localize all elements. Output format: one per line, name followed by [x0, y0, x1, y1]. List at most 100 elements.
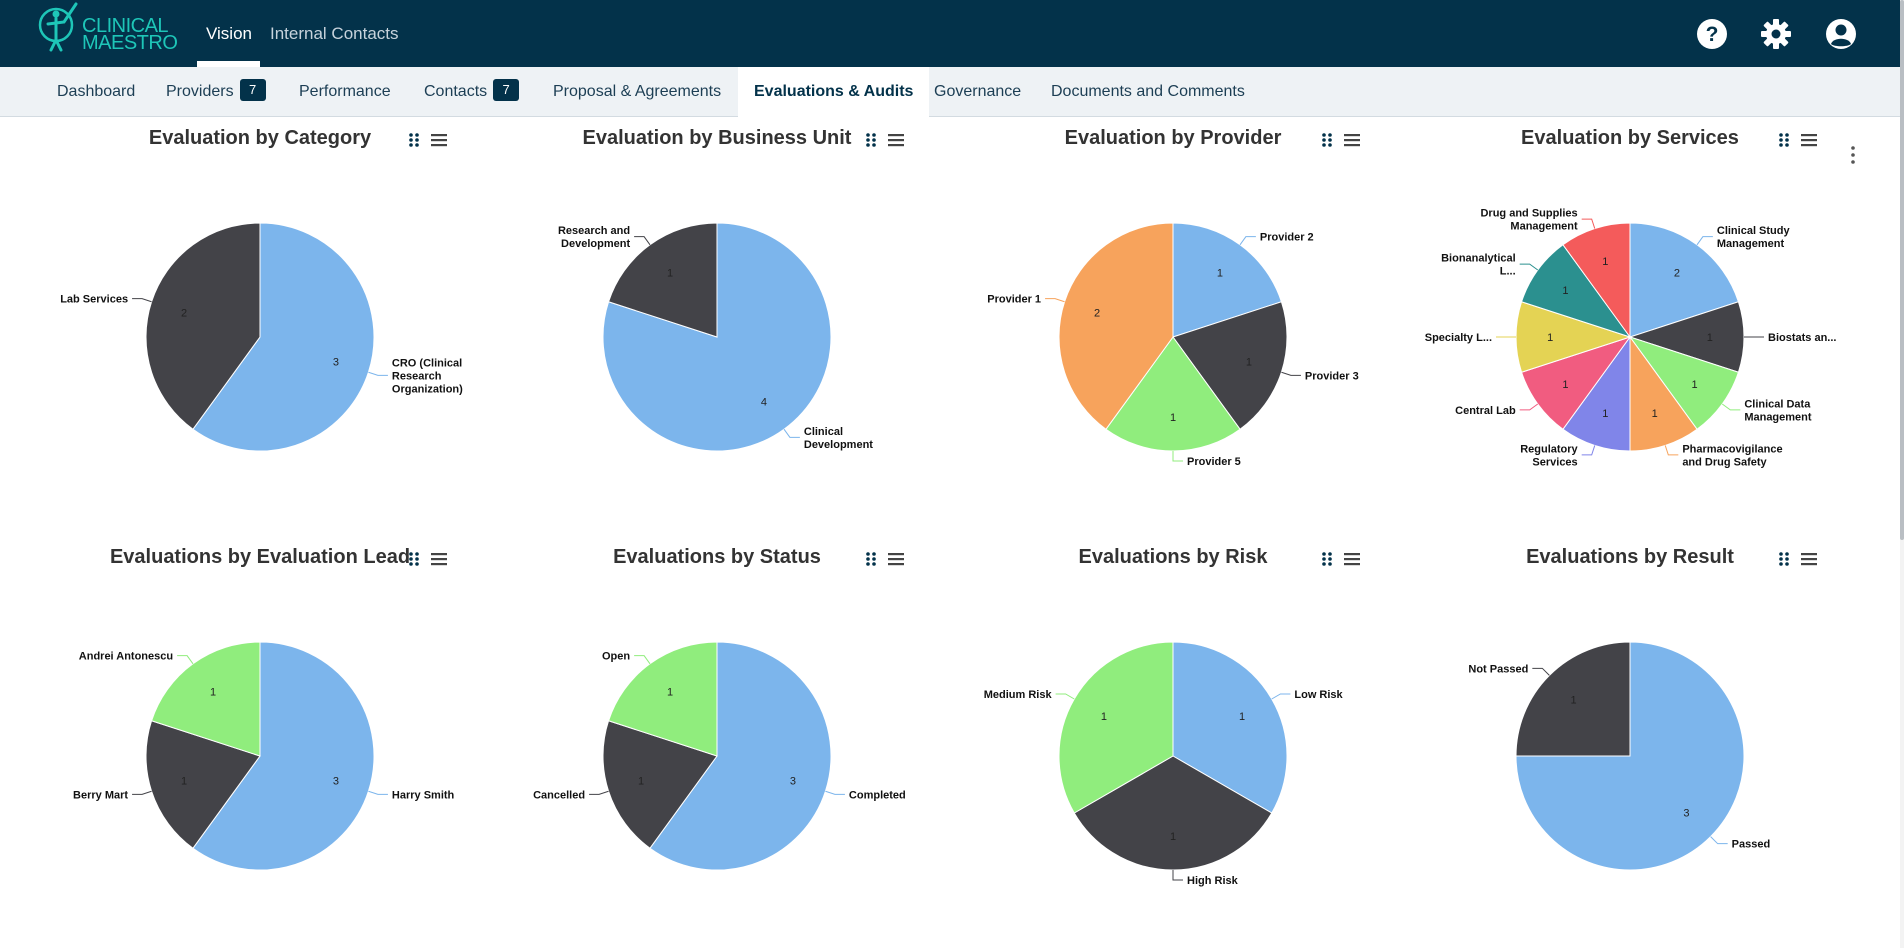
tab-label: Contacts — [424, 83, 488, 100]
slice-name-label: Harry Smith — [392, 789, 455, 801]
slice-connector-line — [1721, 403, 1741, 411]
slice-connector-line — [1172, 451, 1183, 462]
slice-connector-line — [634, 655, 651, 665]
chart-panel-business-unit: Evaluation by Business Unit 4 Clinical Deve… — [497, 117, 957, 537]
slice-value-label: 1 — [1239, 711, 1245, 723]
tab-contacts[interactable]: Contacts 7 — [424, 67, 520, 117]
top-nav-vision[interactable]: Vision — [206, 24, 252, 43]
pie-slice-bionanalytical-l[interactable] — [1520, 244, 1632, 338]
pie-slice-harry-smith[interactable] — [192, 641, 375, 871]
slice-value-label: 1 — [1246, 357, 1252, 369]
providers-count-badge: 7 — [239, 78, 266, 101]
tab-performance[interactable]: Performance — [299, 67, 391, 117]
pie-slice-lab-services[interactable] — [145, 222, 261, 430]
pie-slice-not-passed[interactable] — [1515, 641, 1631, 757]
pie-slice-provider-2[interactable] — [1172, 222, 1283, 338]
chart-menu-icon[interactable] — [1800, 132, 1818, 148]
pie-slice-drug-and-supplies-management[interactable] — [1562, 222, 1631, 339]
chart-menu-icon[interactable] — [430, 132, 448, 148]
chart-panel-status: Evaluations by Status 3 Completed 1 Cancelle… — [497, 536, 957, 948]
pie-slice-high-risk[interactable] — [1073, 755, 1273, 871]
clinical-maestro-logo[interactable]: CLINICAL MAESTRO — [36, 0, 178, 60]
slice-connector-line — [1696, 236, 1713, 246]
pie-slice-berry-mart[interactable] — [145, 720, 261, 849]
pie-slice-cro-clinical-research-organization[interactable] — [192, 222, 375, 452]
slice-name-label: Passed — [1732, 839, 1771, 851]
drag-handle-icon[interactable] — [1321, 551, 1333, 567]
pie-slice-pharmacovigilance-and-drug-safety[interactable] — [1629, 335, 1698, 452]
chart-menu-icon[interactable] — [887, 132, 905, 148]
pie-slice-cancelled[interactable] — [602, 720, 718, 849]
drag-handle-icon[interactable] — [865, 132, 877, 148]
slice-value-label: 3 — [333, 357, 339, 369]
pie-slice-central-lab[interactable] — [1520, 336, 1632, 430]
top-nav-internal-contacts[interactable]: Internal Contacts — [270, 24, 399, 43]
pie-slice-biostats-an[interactable] — [1628, 301, 1745, 373]
logo-line-2: MAESTRO — [82, 32, 178, 54]
slice-value-label: 2 — [1094, 307, 1100, 319]
slice-connector-line — [1581, 445, 1596, 456]
chart-toolbar — [408, 551, 448, 567]
pie-slice-provider-1[interactable] — [1058, 222, 1174, 430]
slice-value-label: 1 — [1562, 285, 1568, 297]
gear-icon[interactable] — [1760, 18, 1792, 50]
drag-handle-icon[interactable] — [1778, 551, 1790, 567]
pie-slice-provider-5[interactable] — [1105, 336, 1241, 452]
slice-name-label: Not Passed — [1468, 663, 1528, 675]
pie-slice-open[interactable] — [607, 641, 718, 757]
pie-slice-regulatory-services[interactable] — [1562, 335, 1631, 452]
chart-menu-icon[interactable] — [1343, 132, 1361, 148]
tab-label: Proposal & Agreements — [553, 83, 722, 100]
pie-slice-clinical-data-management[interactable] — [1628, 336, 1740, 430]
pie-slice-provider-3[interactable] — [1172, 301, 1288, 430]
slice-value-label: 1 — [667, 267, 673, 279]
pie-slice-specialty-l[interactable] — [1515, 301, 1632, 373]
slice-name-label: Biostats an... — [1768, 332, 1836, 344]
chart-menu-icon[interactable] — [430, 551, 448, 567]
slice-connector-line — [1519, 263, 1539, 271]
chart-panel-category: Evaluation by Category 3 CRO (Clinical Rese… — [40, 117, 500, 537]
slice-connector-line — [1519, 403, 1539, 411]
slice-name-label: Cancelled — [533, 789, 585, 801]
chart-panel-risk: Evaluations by Risk 1 Low Risk 1 High Risk 1 M… — [953, 536, 1413, 948]
slice-value-label: 1 — [181, 776, 187, 788]
slice-value-label: 3 — [333, 776, 339, 788]
drag-handle-icon[interactable] — [865, 551, 877, 567]
scrollbar-thumb[interactable] — [1900, 0, 1904, 540]
pie-slice-medium-risk[interactable] — [1058, 641, 1174, 814]
pie-slice-low-risk[interactable] — [1172, 641, 1288, 814]
tab-evaluations-audits[interactable]: Evaluations & Audits — [738, 67, 930, 117]
tab-dashboard[interactable]: Dashboard — [57, 67, 135, 117]
chart-menu-icon[interactable] — [887, 551, 905, 567]
chart-toolbar — [865, 551, 905, 567]
tab-governance[interactable]: Governance — [934, 67, 1021, 117]
drag-handle-icon[interactable] — [1321, 132, 1333, 148]
help-circle-icon[interactable]: ? — [1696, 18, 1728, 50]
pie-slice-passed[interactable] — [1515, 641, 1745, 871]
pie-slice-clinical-study-management[interactable] — [1629, 222, 1740, 338]
drag-handle-icon[interactable] — [408, 551, 420, 567]
pie-chart: 1 Low Risk 1 High Risk 1 Medium Risk — [984, 641, 1344, 887]
chart-menu-icon[interactable] — [1343, 551, 1361, 567]
user-account-icon[interactable] — [1825, 18, 1857, 50]
slice-name-label: Research and Development — [558, 225, 630, 250]
tab-proposal-agreements[interactable]: Proposal & Agreements — [553, 67, 721, 117]
slice-connector-line — [1172, 870, 1183, 881]
more-options-icon[interactable] — [1850, 145, 1856, 165]
chart-menu-icon[interactable] — [1800, 551, 1818, 567]
chart-toolbar — [1321, 551, 1361, 567]
slice-connector-line — [634, 236, 651, 246]
pie-slice-andrei-antonescu[interactable] — [150, 641, 261, 757]
pie-slice-clinical-development[interactable] — [602, 222, 832, 452]
drag-handle-icon[interactable] — [1778, 132, 1790, 148]
slice-connector-line — [1055, 693, 1075, 700]
top-bar: CLINICAL MAESTRO Vision Internal Contact… — [0, 0, 1904, 67]
drag-handle-icon[interactable] — [408, 132, 420, 148]
pie-slice-research-and-development[interactable] — [607, 222, 718, 338]
svg-text:?: ? — [1706, 23, 1719, 46]
slice-connector-line — [368, 790, 388, 795]
tab-documents-comments[interactable]: Documents and Comments — [1051, 67, 1245, 117]
tab-label: Providers — [166, 83, 234, 100]
tab-providers[interactable]: Providers 7 — [166, 67, 266, 117]
pie-slice-completed[interactable] — [649, 641, 832, 871]
